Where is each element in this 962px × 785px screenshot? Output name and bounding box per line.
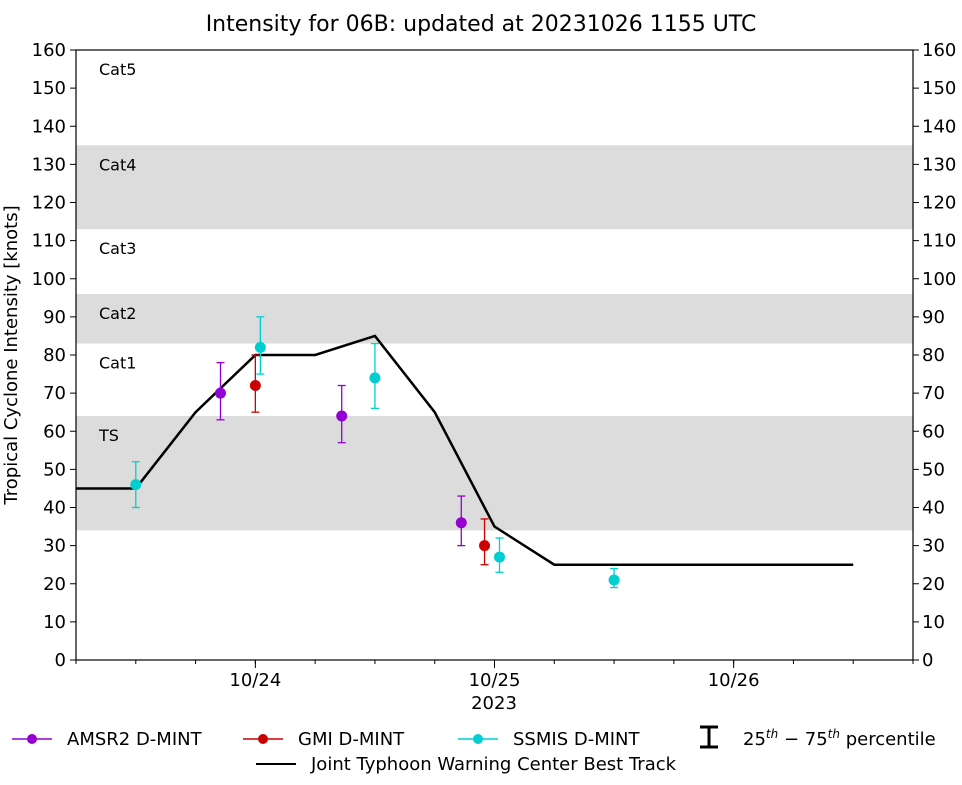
y-tick-label: 90 xyxy=(922,307,945,328)
band-label: Cat4 xyxy=(99,155,136,174)
data-point xyxy=(214,387,226,399)
data-point xyxy=(493,551,505,563)
y-tick-label: 60 xyxy=(43,421,66,442)
legend-item: SSMIS D-MINT xyxy=(458,729,640,750)
x-axis-label: 2023 xyxy=(471,693,517,714)
legend-label: GMI D-MINT xyxy=(298,729,405,750)
legend: AMSR2 D-MINT GMI D-MINT SSMIS D-MINT 25th −… xyxy=(12,725,936,775)
data-point xyxy=(369,372,381,384)
y-tick-label: 50 xyxy=(43,459,66,480)
band-ts xyxy=(76,416,913,531)
best-track-line xyxy=(76,334,854,566)
y-tick-label: 130 xyxy=(922,154,956,175)
series-gmi xyxy=(249,354,491,566)
y-tick-label: 40 xyxy=(43,498,66,519)
y-tick-label: 140 xyxy=(32,116,66,137)
legend-marker xyxy=(258,734,268,744)
y-axis-right: 0 10 20 30 40 50 60 70 80 90 100 110 120 130 140 150 160 xyxy=(913,40,956,671)
best-track-polyline xyxy=(76,334,854,566)
plot-frame xyxy=(75,49,914,661)
y-tick-label: 20 xyxy=(43,574,66,595)
legend-item: AMSR2 D-MINT xyxy=(12,729,203,750)
y-tick-label: 150 xyxy=(922,78,956,99)
y-tick-label: 100 xyxy=(922,269,956,290)
y-tick-label: 70 xyxy=(922,383,945,404)
legend-label: Joint Typhoon Warning Center Best Track xyxy=(310,754,677,775)
x-axis: 10/24 10/25 10/26 xyxy=(75,660,914,691)
y-tick-label: 110 xyxy=(32,231,66,252)
y-tick-label: 30 xyxy=(43,536,66,557)
data-point xyxy=(249,380,261,391)
chart-title: Intensity for 06B: updated at 20231026 1… xyxy=(206,12,757,37)
y-tick-label: 30 xyxy=(922,536,945,557)
y-tick-label: 120 xyxy=(32,193,66,214)
y-tick-label: 110 xyxy=(922,231,956,252)
x-tick-label: 10/25 xyxy=(469,670,521,691)
data-point xyxy=(130,479,142,491)
band-label: Cat1 xyxy=(99,354,136,373)
y-tick-label: 100 xyxy=(32,269,66,290)
data-point xyxy=(608,574,620,586)
legend-item-percentile: 25th − 75th percentile xyxy=(700,725,936,750)
legend-item-best-track: Joint Typhoon Warning Center Best Track xyxy=(256,754,677,775)
band-label: Cat3 xyxy=(99,239,136,258)
y-tick-label: 80 xyxy=(43,345,66,366)
y-tick-label: 0 xyxy=(922,650,933,671)
category-bands: TS Cat1 Cat2 Cat3 Cat4 Cat5 xyxy=(76,60,913,531)
legend-percentile-label: 25th − 75th percentile xyxy=(743,727,936,750)
y-tick-label: 40 xyxy=(922,498,945,519)
y-tick-label: 10 xyxy=(43,612,66,633)
band-label: Cat5 xyxy=(99,60,136,79)
band-cat2 xyxy=(76,294,913,344)
y-axis-left: 0 10 20 30 40 50 60 70 80 90 100 110 120 130 140 150 160 xyxy=(32,40,76,671)
band-label: Cat2 xyxy=(99,304,136,323)
x-tick-label: 10/24 xyxy=(229,670,281,691)
data-point xyxy=(336,410,348,422)
y-tick-label: 80 xyxy=(922,345,945,366)
legend-marker xyxy=(27,734,37,744)
y-tick-label: 70 xyxy=(43,383,66,404)
data-points xyxy=(130,316,620,589)
y-tick-label: 160 xyxy=(32,40,66,61)
legend-marker xyxy=(473,734,483,744)
y-tick-label: 20 xyxy=(922,574,945,595)
y-axis-label: Tropical Cyclone Intensity [knots] xyxy=(1,205,22,505)
x-tick-label: 10/26 xyxy=(708,670,760,691)
data-point xyxy=(254,341,266,353)
y-tick-label: 90 xyxy=(43,307,66,328)
y-tick-label: 10 xyxy=(922,612,945,633)
series-amsr2 xyxy=(214,361,467,547)
y-tick-label: 150 xyxy=(32,78,66,99)
legend-item: GMI D-MINT xyxy=(243,729,405,750)
data-point xyxy=(455,517,467,529)
legend-label: AMSR2 D-MINT xyxy=(67,729,203,750)
band-cat4 xyxy=(76,145,913,230)
y-tick-label: 0 xyxy=(55,650,66,671)
y-tick-label: 130 xyxy=(32,154,66,175)
y-tick-label: 60 xyxy=(922,421,945,442)
band-label: TS xyxy=(98,426,119,445)
y-tick-label: 50 xyxy=(922,459,945,480)
y-tick-label: 120 xyxy=(922,193,956,214)
legend-label: SSMIS D-MINT xyxy=(513,729,640,750)
y-tick-label: 140 xyxy=(922,116,956,137)
y-tick-label: 160 xyxy=(922,40,956,61)
series-ssmis xyxy=(130,316,620,589)
data-point xyxy=(479,540,491,552)
